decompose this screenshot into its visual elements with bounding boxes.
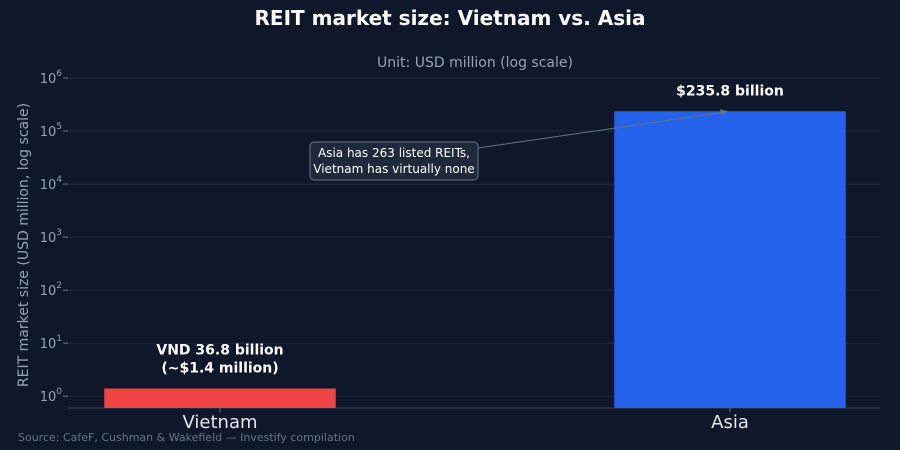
y-tick-exponent: 3 (56, 228, 62, 238)
bar-value-label: VND 36.8 billion (156, 342, 283, 358)
y-tick-label: 102 (40, 281, 62, 299)
y-tick-base: 10 (40, 231, 57, 246)
x-tick-label: Vietnam (182, 412, 257, 433)
annotation-text: Asia has 263 listed REITs, (318, 146, 470, 160)
y-tick-base: 10 (40, 390, 57, 405)
annotation-text: Vietnam has virtually none (313, 162, 474, 176)
x-ticks: Vietnam Asia (182, 408, 749, 433)
bars (104, 111, 846, 408)
bar-vietnam (104, 388, 336, 408)
y-tick-exponent: 2 (56, 281, 62, 291)
bar-value-label: (~$1.4 million) (161, 360, 278, 376)
annotation-arrowhead (720, 109, 728, 116)
y-tick-exponent: 1 (56, 334, 62, 344)
y-tick-exponent: 6 (56, 69, 62, 79)
y-tick-base: 10 (40, 72, 57, 87)
chart-title: REIT market size: Vietnam vs. Asia (255, 6, 646, 30)
y-tick-base: 10 (40, 337, 57, 352)
chart-subtitle: Unit: USD million (log scale) (377, 55, 573, 71)
y-tick-base: 10 (40, 284, 57, 299)
y-tick-exponent: 5 (56, 122, 62, 132)
y-axis-label: REIT market size (USD million, log scale… (16, 103, 32, 387)
y-tick-exponent: 4 (56, 175, 62, 185)
annotation-arrow (477, 111, 725, 149)
source-note: Source: CafeF, Cushman & Wakefield — Inv… (18, 431, 355, 444)
bar-labels: VND 36.8 billion (~$1.4 million) $235.8 bi… (156, 83, 783, 376)
bar-value-label: $235.8 billion (676, 83, 784, 99)
y-tick-label: 101 (40, 334, 62, 352)
annotation-box (309, 141, 479, 181)
y-tick-exponent: 0 (56, 387, 62, 397)
y-tick-label: 106 (40, 69, 63, 87)
y-tick-base: 10 (40, 125, 57, 140)
x-tick-label: Asia (711, 412, 749, 433)
grid-layer (68, 77, 880, 409)
y-tick-label: 104 (40, 175, 63, 193)
y-tick-label: 103 (40, 228, 62, 246)
y-tick-base: 10 (40, 178, 57, 193)
y-tick-label: 105 (40, 122, 62, 140)
bar-asia (614, 111, 846, 408)
annotation: Asia has 263 listed REITs, Vietnam has vi… (309, 109, 728, 181)
y-tick-label: 100 (40, 387, 63, 405)
